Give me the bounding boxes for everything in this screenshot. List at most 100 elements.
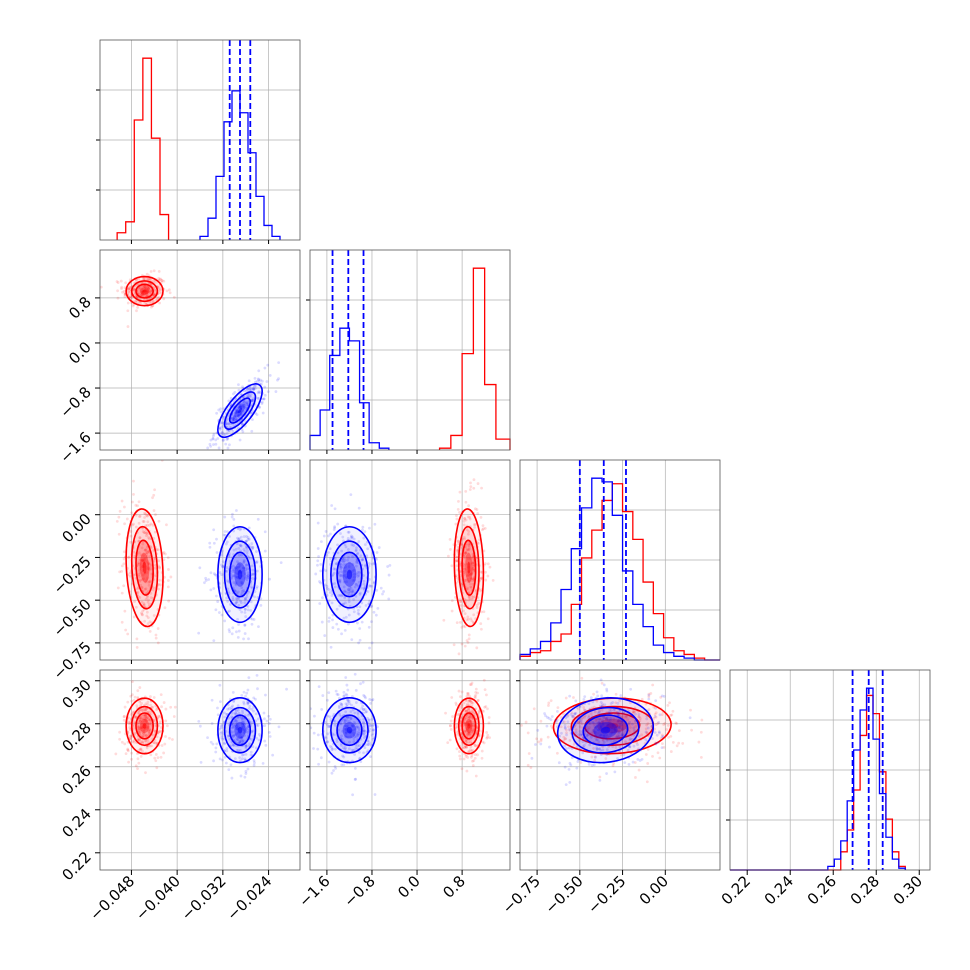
scatter-point (242, 753, 246, 757)
scatter-point (370, 604, 374, 608)
scatter-point (140, 281, 144, 285)
scatter-point (599, 733, 603, 737)
scatter-point (585, 734, 589, 738)
scatter-point (126, 309, 130, 313)
scatter-point (149, 522, 153, 526)
scatter-point (223, 711, 226, 715)
scatter-point (140, 702, 143, 705)
scatter-point (244, 730, 248, 733)
scatter-point (596, 732, 600, 735)
scatter-point (596, 721, 600, 725)
scatter-point (661, 742, 664, 746)
scatter-point (249, 394, 253, 398)
scatter-point (332, 712, 336, 716)
scatter-point (225, 596, 228, 600)
scatter-point (249, 392, 253, 396)
scatter-point (613, 770, 617, 774)
scatter-point (228, 707, 231, 710)
scatter-point (562, 735, 566, 739)
scatter-point (543, 712, 546, 715)
scatter-point (621, 724, 625, 728)
scatter-point (341, 729, 344, 733)
scatter-point (245, 535, 248, 538)
scatter-point (234, 602, 238, 605)
scatter-point (141, 709, 145, 712)
contour-blue-0 (217, 525, 263, 624)
scatter-point (119, 279, 123, 283)
scatter-point (144, 708, 148, 711)
scatter-point (479, 627, 483, 631)
scatter-point (331, 613, 335, 617)
scatter-point (463, 730, 467, 734)
scatter-point (464, 745, 468, 749)
scatter-point (539, 742, 543, 746)
scatter-point (455, 555, 459, 559)
scatter-point (146, 289, 150, 293)
scatter-point (150, 744, 154, 748)
scatter-point (355, 561, 359, 564)
scatter-point (352, 733, 356, 737)
scatter-point (214, 442, 218, 446)
scatter-point (141, 573, 145, 577)
scatter-red (115, 460, 173, 660)
scatter-point (629, 687, 633, 691)
scatter-point (135, 309, 138, 313)
scatter-point (153, 756, 157, 760)
scatter-point (268, 735, 272, 738)
scatter-point (599, 726, 603, 730)
scatter-point (148, 722, 152, 726)
scatter-point (344, 710, 348, 714)
scatter-point (219, 731, 223, 735)
scatter-point (555, 751, 559, 755)
scatter-point (212, 528, 216, 532)
scatter-point (149, 710, 153, 713)
scatter-point (145, 719, 149, 723)
scatter-point (665, 728, 668, 731)
scatter-point (470, 571, 474, 575)
panel-bg (100, 670, 300, 870)
scatter-point (237, 629, 241, 633)
scatter-point (320, 708, 324, 711)
scatter-point (230, 570, 234, 573)
hist-blue-1 (309, 327, 390, 450)
scatter-point (348, 740, 351, 744)
scatter-point (358, 571, 361, 574)
scatter-point (145, 277, 149, 281)
scatter-point (622, 715, 626, 718)
scatter-point (464, 551, 468, 555)
scatter-point (220, 553, 224, 557)
scatter-point (142, 717, 146, 720)
scatter-point (127, 760, 130, 764)
scatter-point (483, 705, 487, 709)
scatter-point (658, 731, 661, 735)
scatter-point (328, 547, 332, 551)
scatter-point (139, 301, 143, 305)
scatter-point (356, 611, 360, 615)
scatter-point (470, 731, 474, 735)
scatter-point (223, 515, 227, 519)
scatter-point (244, 615, 248, 618)
scatter-point (242, 561, 246, 565)
scatter-point (136, 757, 140, 761)
scatter-point (567, 746, 571, 750)
scatter-point (669, 734, 673, 738)
scatter-point (143, 516, 146, 519)
scatter-point (353, 711, 357, 715)
scatter-point (240, 589, 244, 593)
scatter-point (546, 735, 550, 739)
density-band-blue-4 (600, 726, 611, 734)
scatter-point (592, 731, 596, 735)
scatter-point (520, 723, 523, 727)
scatter-point (126, 632, 130, 636)
scatter-point (326, 740, 329, 744)
scatter-point (595, 748, 599, 752)
scatter-point (135, 278, 139, 282)
scatter-point (122, 714, 126, 718)
scatter-point (320, 620, 324, 624)
scatter-point (137, 551, 141, 555)
scatter-point (232, 743, 235, 747)
scatter-point (605, 689, 609, 693)
scatter-point (256, 377, 260, 381)
scatter-point (146, 565, 150, 568)
scatter-point (466, 548, 470, 551)
